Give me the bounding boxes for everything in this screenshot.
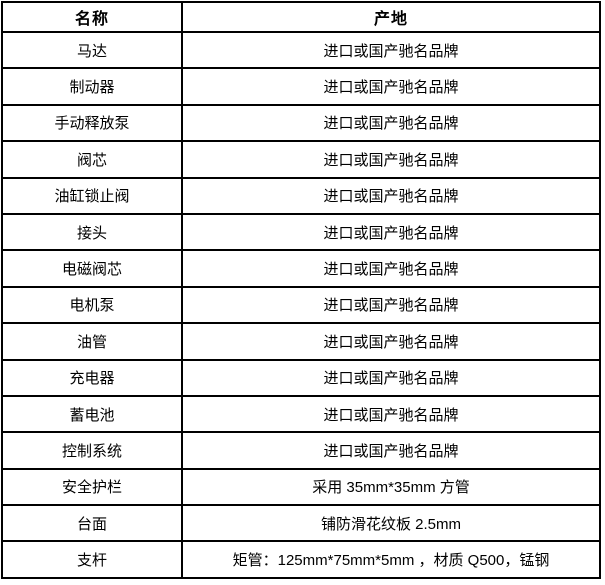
origin-cell: 进口或国产驰名品牌 [181, 212, 601, 252]
table-row: 电磁阀芯 进口或国产驰名品牌 [1, 249, 601, 288]
table-row: 油管 进口或国产驰名品牌 [1, 322, 601, 361]
origin-cell: 进口或国产驰名品牌 [181, 358, 601, 397]
component-name-cell: 阀芯 [1, 140, 183, 179]
table-row: 安全护栏 采用 35mm*35mm 方管 [1, 467, 601, 507]
origin-cell: 进口或国产驰名品牌 [181, 140, 601, 179]
component-name-cell: 支杆 [1, 540, 183, 579]
component-name-cell: 制动器 [1, 67, 183, 106]
component-name-cell: 蓄电池 [1, 394, 183, 434]
spec-table-body: 马达 进口或国产驰名品牌 制动器 进口或国产驰名品牌 手动释放泵 进口或国产驰名品牌 阀芯进… [1, 30, 601, 579]
table-row: 制动器 进口或国产驰名品牌 [1, 67, 601, 106]
component-name-cell: 油管 [1, 322, 183, 361]
header-row: 名称 产地 [1, 1, 601, 33]
table-row: 阀芯 进口或国产驰名品牌 [1, 140, 601, 179]
origin-cell: 进口或国产驰名品牌 [181, 394, 601, 434]
table-row: 蓄电池 进口或国产驰名品牌 [1, 394, 601, 434]
origin-cell: 进口或国产驰名品牌 [181, 249, 601, 288]
table-row: 油缸锁止阀 进口或国产驰名品牌 [1, 176, 601, 215]
table-row: 台面 铺防滑花纹板 2.5mm [1, 504, 601, 543]
origin-cell: 进口或国产驰名品牌 [181, 322, 601, 361]
component-name-cell: 安全护栏 [1, 467, 183, 507]
component-name-cell: 电机泵 [1, 285, 183, 325]
origin-cell: 矩管：125mm*75mm*5mm ，材质 Q500，锰钢 [181, 540, 601, 579]
component-name-cell: 充电器 [1, 358, 183, 397]
table-row: 手动释放泵 进口或国产驰名品牌 [1, 103, 601, 143]
component-name-cell: 接头 [1, 212, 183, 252]
origin-cell: 进口或国产驰名品牌 [181, 285, 601, 325]
spec-table-header: 名称 产地 [1, 1, 601, 33]
component-spec-table: 名称 产地 马达 进口或国产驰名品牌 制动器 进口或国产驰名品牌 手动释放泵 进口或国产驰… [1, 1, 601, 579]
origin-cell: 进口或国产驰名品牌 [181, 431, 601, 470]
origin-cell: 铺防滑花纹板 2.5mm [181, 504, 601, 543]
origin-cell: 进口或国产驰名品牌 [181, 30, 601, 70]
component-name-cell: 电磁阀芯 [1, 249, 183, 288]
origin-cell: 采用 35mm*35mm 方管 [181, 467, 601, 507]
table-row: 电机泵 进口或国产驰名品牌 [1, 285, 601, 325]
origin-cell: 进口或国产驰名品牌 [181, 67, 601, 106]
table-row: 马达 进口或国产驰名品牌 [1, 30, 601, 70]
table-row: 支杆 矩管：125mm*75mm*5mm ，材质 Q500，锰钢 [1, 540, 601, 579]
origin-cell: 进口或国产驰名品牌 [181, 103, 601, 143]
column-header-origin: 产地 [181, 1, 601, 33]
component-name-cell: 油缸锁止阀 [1, 176, 183, 215]
component-name-cell: 台面 [1, 504, 183, 543]
table-row: 控制系统 进口或国产驰名品牌 [1, 431, 601, 470]
component-name-cell: 马达 [1, 30, 183, 70]
table-row: 接头 进口或国产驰名品牌 [1, 212, 601, 252]
table-row: 充电器 进口或国产驰名品牌 [1, 358, 601, 397]
origin-cell: 进口或国产驰名品牌 [181, 176, 601, 215]
component-name-cell: 手动释放泵 [1, 103, 183, 143]
component-name-cell: 控制系统 [1, 431, 183, 470]
column-header-name: 名称 [1, 1, 183, 33]
